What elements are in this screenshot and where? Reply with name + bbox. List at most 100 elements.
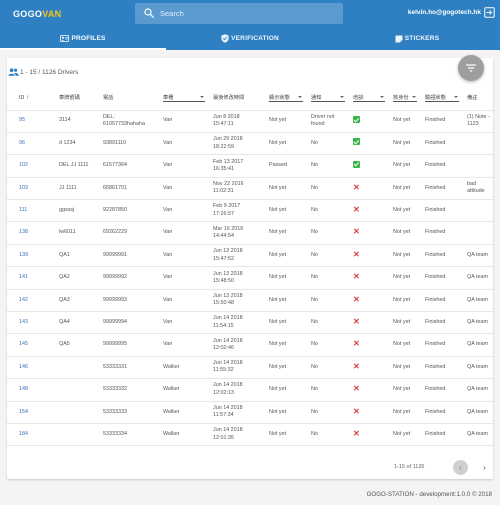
check-icon	[353, 160, 360, 168]
table-row[interactable]: 146 53333331 Walker Jun 14 2018 11:55:32 Not …	[7, 356, 493, 378]
cell-trained: ✕	[349, 267, 389, 289]
modified-date: Jun 13 2018	[213, 248, 243, 255]
column-filter-verification-status[interactable]: 驗證狀態	[421, 86, 463, 110]
next-page-button[interactable]: ›	[477, 460, 492, 475]
table-row[interactable]: 95 3114 DEL: 61057733hahaha Van Jun 8 2018 15…	[7, 110, 493, 132]
column-filter-trained[interactable]: 培訓	[349, 86, 389, 110]
search-input[interactable]	[160, 6, 335, 21]
cell-plate	[55, 401, 99, 423]
cell-last-modified: Jun 14 2018 11:54:15	[209, 312, 265, 334]
cell-id[interactable]: 111	[19, 207, 28, 214]
cell-notified: No	[311, 341, 318, 348]
cross-icon: ✕	[353, 317, 360, 326]
table-row[interactable]: 141 QA2 99999992 Van Jun 13 2018 15:48:50 Not …	[7, 266, 493, 289]
app-footer: GOGO-STATION - development:1.0.0 © 2018	[366, 491, 492, 498]
cell-id-check: Not yet	[393, 363, 411, 370]
cell-id[interactable]: 154	[19, 408, 28, 415]
table-row[interactable]: 142 QA3 99999993 Van Jun 13 2018 15:50:48 Not …	[7, 289, 493, 311]
driver-count: 1 - 15 / 1126 Drivers	[20, 69, 79, 76]
cell-phone: 53333332	[103, 386, 127, 393]
table-row[interactable]: 96 d 1234 93891110 Van Jun 29 2018 18:22:59 No…	[7, 132, 493, 154]
cell-id-check: Not yet	[393, 296, 411, 303]
cell-displayed: Not yet	[269, 139, 287, 146]
cell-verification-status: Finished	[425, 363, 446, 370]
cell-phone: 53333331	[103, 363, 127, 370]
cell-id[interactable]: 146	[19, 363, 28, 370]
cell-last-modified: Jun 14 2018 12:02:13	[209, 379, 265, 401]
modified-date: Jun 13 2018	[213, 292, 243, 299]
cross-icon: ✕	[353, 406, 360, 416]
cell-notified: No	[311, 207, 318, 214]
table-row[interactable]: 148 53333332 Walker Jun 14 2018 12:02:13 Not …	[7, 378, 493, 401]
cross-icon: ✕	[353, 227, 360, 237]
cell-id[interactable]: 145	[19, 341, 28, 348]
cell-trained: ✕	[349, 177, 389, 199]
table-row[interactable]: 103 JJ 1111 66861701 Van Nov 22 2016 11:02:31…	[7, 177, 493, 199]
filter-icon	[466, 64, 476, 72]
cell-plate	[55, 379, 99, 401]
dropdown-caret-icon	[412, 96, 416, 99]
cell-id[interactable]: 143	[19, 319, 28, 325]
cell-remarks	[463, 132, 493, 154]
previous-page-button[interactable]: ‹	[453, 460, 468, 475]
cell-id[interactable]: 102	[19, 162, 28, 169]
table-row[interactable]: 143 QA4 99999994 Van Jun 14 2018 11:54:15 Not …	[7, 311, 493, 334]
table-row[interactable]: 138 lw6011 69262229 Van Mar 16 2016 14:44:54 N…	[7, 221, 493, 244]
column-filter-id-check[interactable]: 核身份	[389, 86, 421, 110]
cell-id[interactable]: 142	[19, 296, 28, 303]
column-filter-displayed[interactable]: 顯示狀態	[265, 86, 307, 110]
tab-verification[interactable]: VERIFICATION	[166, 27, 334, 50]
logo-accent: VAN	[42, 9, 62, 19]
cell-phone: 53333333	[103, 408, 127, 415]
cell-id[interactable]: 103	[19, 184, 28, 191]
cross-icon: ✕	[353, 339, 360, 349]
cell-plate: QA4	[59, 319, 70, 325]
cross-icon: ✕	[353, 272, 360, 282]
cell-verification-status: Finished	[425, 162, 446, 169]
logout-icon[interactable]	[484, 7, 495, 18]
column-filter-notified[interactable]: 通知	[307, 86, 349, 110]
search-box	[135, 3, 343, 24]
tab-profiles[interactable]: PROFILES	[0, 27, 166, 50]
cell-plate: ggsssj	[59, 207, 75, 214]
app-logo[interactable]: GOGOVAN	[13, 9, 61, 19]
cell-id[interactable]: 184	[19, 430, 28, 437]
tab-stickers[interactable]: STICKERS	[334, 27, 500, 50]
cell-id[interactable]: 138	[19, 229, 28, 236]
cell-id[interactable]: 96	[19, 139, 25, 146]
cell-id[interactable]: 95	[19, 117, 25, 124]
cell-vehicle-type: Van	[163, 229, 173, 236]
cell-id[interactable]: 141	[19, 274, 28, 281]
table-row[interactable]: 184 53333334 Walker Jun 14 2018 12:01:35 Not …	[7, 423, 493, 446]
modified-time: 11:54:15	[213, 322, 234, 329]
cell-verification-status: Finished	[425, 274, 446, 281]
cell-remarks	[463, 155, 493, 177]
filter-button[interactable]	[458, 55, 484, 81]
cell-trained: ✕	[349, 334, 389, 356]
column-filter-vehicle-type[interactable]: 車種	[159, 86, 209, 110]
cell-id[interactable]: 139	[19, 251, 28, 258]
cross-icon: ✕	[353, 249, 360, 259]
cell-phone: 99999993	[103, 296, 127, 303]
cell-displayed: Not yet	[269, 430, 287, 437]
cell-id-check: Not yet	[393, 251, 411, 258]
table-row[interactable]: 111 ggsssj 92287850 Van Feb 9 2017 17:26:57 No…	[7, 199, 493, 222]
cell-notified: No	[311, 363, 318, 370]
cell-id[interactable]: 148	[19, 386, 28, 393]
cell-displayed: Not yet	[269, 117, 287, 124]
cross-icon: ✕	[353, 361, 360, 371]
cell-id-check: Not yet	[393, 117, 411, 124]
cell-phone: 99999994	[103, 319, 127, 325]
cross-icon: ✕	[353, 205, 360, 215]
column-header-id[interactable]: ID ↑	[7, 86, 55, 110]
table-row[interactable]: 139 QA1 99999991 Van Jun 13 2018 15:47:52 Not …	[7, 244, 493, 266]
table-row[interactable]: 145 QA5 99999995 Van Jun 14 2018 12:02:46 Not …	[7, 333, 493, 356]
cell-id-check: Not yet	[393, 408, 411, 415]
table-row[interactable]: 154 53333333 Walker Jun 14 2018 11:57:34 Not …	[7, 401, 493, 423]
modified-date: Jun 8 2018	[213, 113, 240, 120]
cell-notified: No	[311, 229, 318, 236]
table-row[interactable]: 102 DEL JJ 1111 61577364 Van Feb 13 2017 16:3…	[7, 154, 493, 177]
cell-vehicle-type: Van	[163, 117, 173, 124]
cell-vehicle-type: Walker	[163, 386, 180, 393]
cross-icon: ✕	[353, 294, 360, 304]
